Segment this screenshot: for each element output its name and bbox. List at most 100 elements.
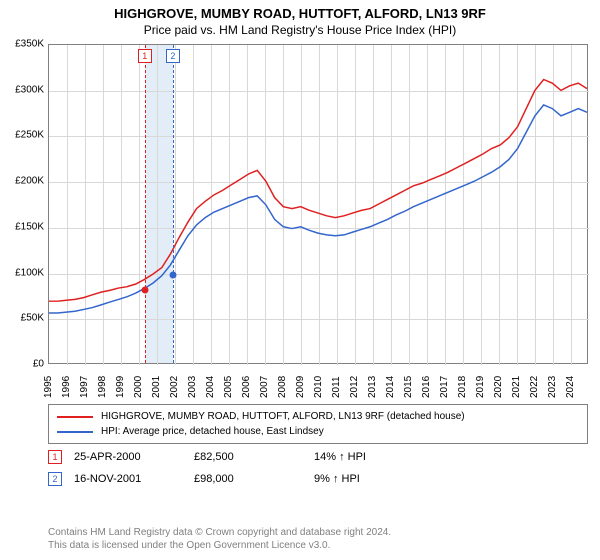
marker-dot xyxy=(169,272,176,279)
grid-line xyxy=(85,45,86,365)
x-tick-label: 2018 xyxy=(457,368,468,398)
series-property xyxy=(49,79,587,301)
grid-line xyxy=(355,45,356,365)
grid-line xyxy=(103,45,104,365)
x-tick-label: 1996 xyxy=(61,368,72,398)
x-tick-label: 2007 xyxy=(259,368,270,398)
y-tick-label: £350K xyxy=(8,39,44,50)
x-tick-label: 2023 xyxy=(547,368,558,398)
grid-line xyxy=(283,45,284,365)
grid-line xyxy=(481,45,482,365)
x-tick-label: 2019 xyxy=(475,368,486,398)
grid-line xyxy=(139,45,140,365)
x-tick-label: 2017 xyxy=(439,368,450,398)
grid-line xyxy=(229,45,230,365)
legend-swatch xyxy=(57,431,93,433)
x-tick-label: 2010 xyxy=(313,368,324,398)
x-tick-label: 2021 xyxy=(511,368,522,398)
x-tick-label: 2009 xyxy=(295,368,306,398)
x-tick-label: 1995 xyxy=(43,368,54,398)
marker-tag: 1 xyxy=(138,49,152,63)
marker-tag: 2 xyxy=(166,49,180,63)
marker-line xyxy=(145,45,146,363)
x-tick-label: 2005 xyxy=(223,368,234,398)
trans-price: £82,500 xyxy=(194,451,314,463)
grid-line xyxy=(409,45,410,365)
x-tick-label: 2001 xyxy=(151,368,162,398)
marker-dot xyxy=(141,286,148,293)
x-tick-label: 2008 xyxy=(277,368,288,398)
footer-line: Contains HM Land Registry data © Crown c… xyxy=(48,526,391,539)
y-tick-label: £200K xyxy=(8,176,44,187)
y-tick-label: £50K xyxy=(8,313,44,324)
transactions-table: 1 25-APR-2000 £82,500 14% ↑ HPI 2 16-NOV… xyxy=(48,446,434,490)
y-tick-label: £250K xyxy=(8,130,44,141)
line-series-layer xyxy=(49,45,587,363)
x-axis-labels: 1995199619971998199920002001200220032004… xyxy=(48,366,588,398)
x-tick-label: 2024 xyxy=(565,368,576,398)
grid-line xyxy=(157,45,158,365)
x-tick-label: 2012 xyxy=(349,368,360,398)
x-tick-label: 2016 xyxy=(421,368,432,398)
trans-delta: 9% ↑ HPI xyxy=(314,473,434,485)
x-tick-label: 1998 xyxy=(97,368,108,398)
trans-delta: 14% ↑ HPI xyxy=(314,451,434,463)
grid-line xyxy=(319,45,320,365)
y-tick-label: £0 xyxy=(8,359,44,370)
x-tick-label: 2022 xyxy=(529,368,540,398)
grid-line xyxy=(175,45,176,365)
trans-date: 25-APR-2000 xyxy=(74,451,194,463)
legend-item: HPI: Average price, detached house, East… xyxy=(57,424,579,439)
grid-line xyxy=(121,45,122,365)
chart-title: HIGHGROVE, MUMBY ROAD, HUTTOFT, ALFORD, … xyxy=(0,6,600,21)
y-tick-label: £150K xyxy=(8,221,44,232)
marker-badge: 1 xyxy=(48,450,62,464)
x-tick-label: 2002 xyxy=(169,368,180,398)
table-row: 2 16-NOV-2001 £98,000 9% ↑ HPI xyxy=(48,468,434,490)
x-tick-label: 2003 xyxy=(187,368,198,398)
chart-plot-area: 12 xyxy=(48,44,588,364)
x-tick-label: 2020 xyxy=(493,368,504,398)
legend-label: HIGHGROVE, MUMBY ROAD, HUTTOFT, ALFORD, … xyxy=(101,411,465,422)
x-tick-label: 2011 xyxy=(331,368,342,398)
marker-badge: 2 xyxy=(48,472,62,486)
grid-line xyxy=(265,45,266,365)
grid-line xyxy=(553,45,554,365)
x-tick-label: 2014 xyxy=(385,368,396,398)
grid-line xyxy=(535,45,536,365)
y-tick-label: £100K xyxy=(8,267,44,278)
x-tick-label: 1997 xyxy=(79,368,90,398)
x-tick-label: 2006 xyxy=(241,368,252,398)
x-tick-label: 2015 xyxy=(403,368,414,398)
x-tick-label: 2004 xyxy=(205,368,216,398)
table-row: 1 25-APR-2000 £82,500 14% ↑ HPI xyxy=(48,446,434,468)
footer-attribution: Contains HM Land Registry data © Crown c… xyxy=(48,526,391,552)
grid-line xyxy=(463,45,464,365)
grid-line xyxy=(445,45,446,365)
chart-subtitle: Price paid vs. HM Land Registry's House … xyxy=(0,23,600,37)
grid-line xyxy=(391,45,392,365)
grid-line xyxy=(247,45,248,365)
trans-date: 16-NOV-2001 xyxy=(74,473,194,485)
highlight-band xyxy=(145,45,173,363)
grid-line xyxy=(571,45,572,365)
grid-line xyxy=(337,45,338,365)
footer-line: This data is licensed under the Open Gov… xyxy=(48,539,391,552)
grid-line xyxy=(517,45,518,365)
legend-swatch xyxy=(57,416,93,418)
grid-line xyxy=(301,45,302,365)
x-tick-label: 2000 xyxy=(133,368,144,398)
legend: HIGHGROVE, MUMBY ROAD, HUTTOFT, ALFORD, … xyxy=(48,404,588,444)
legend-item: HIGHGROVE, MUMBY ROAD, HUTTOFT, ALFORD, … xyxy=(57,409,579,424)
grid-line xyxy=(499,45,500,365)
y-tick-label: £300K xyxy=(8,84,44,95)
marker-line xyxy=(173,45,174,363)
x-tick-label: 2013 xyxy=(367,368,378,398)
grid-line xyxy=(211,45,212,365)
grid-line xyxy=(373,45,374,365)
trans-price: £98,000 xyxy=(194,473,314,485)
grid-line xyxy=(193,45,194,365)
legend-label: HPI: Average price, detached house, East… xyxy=(101,426,324,437)
x-tick-label: 1999 xyxy=(115,368,126,398)
grid-line xyxy=(67,45,68,365)
